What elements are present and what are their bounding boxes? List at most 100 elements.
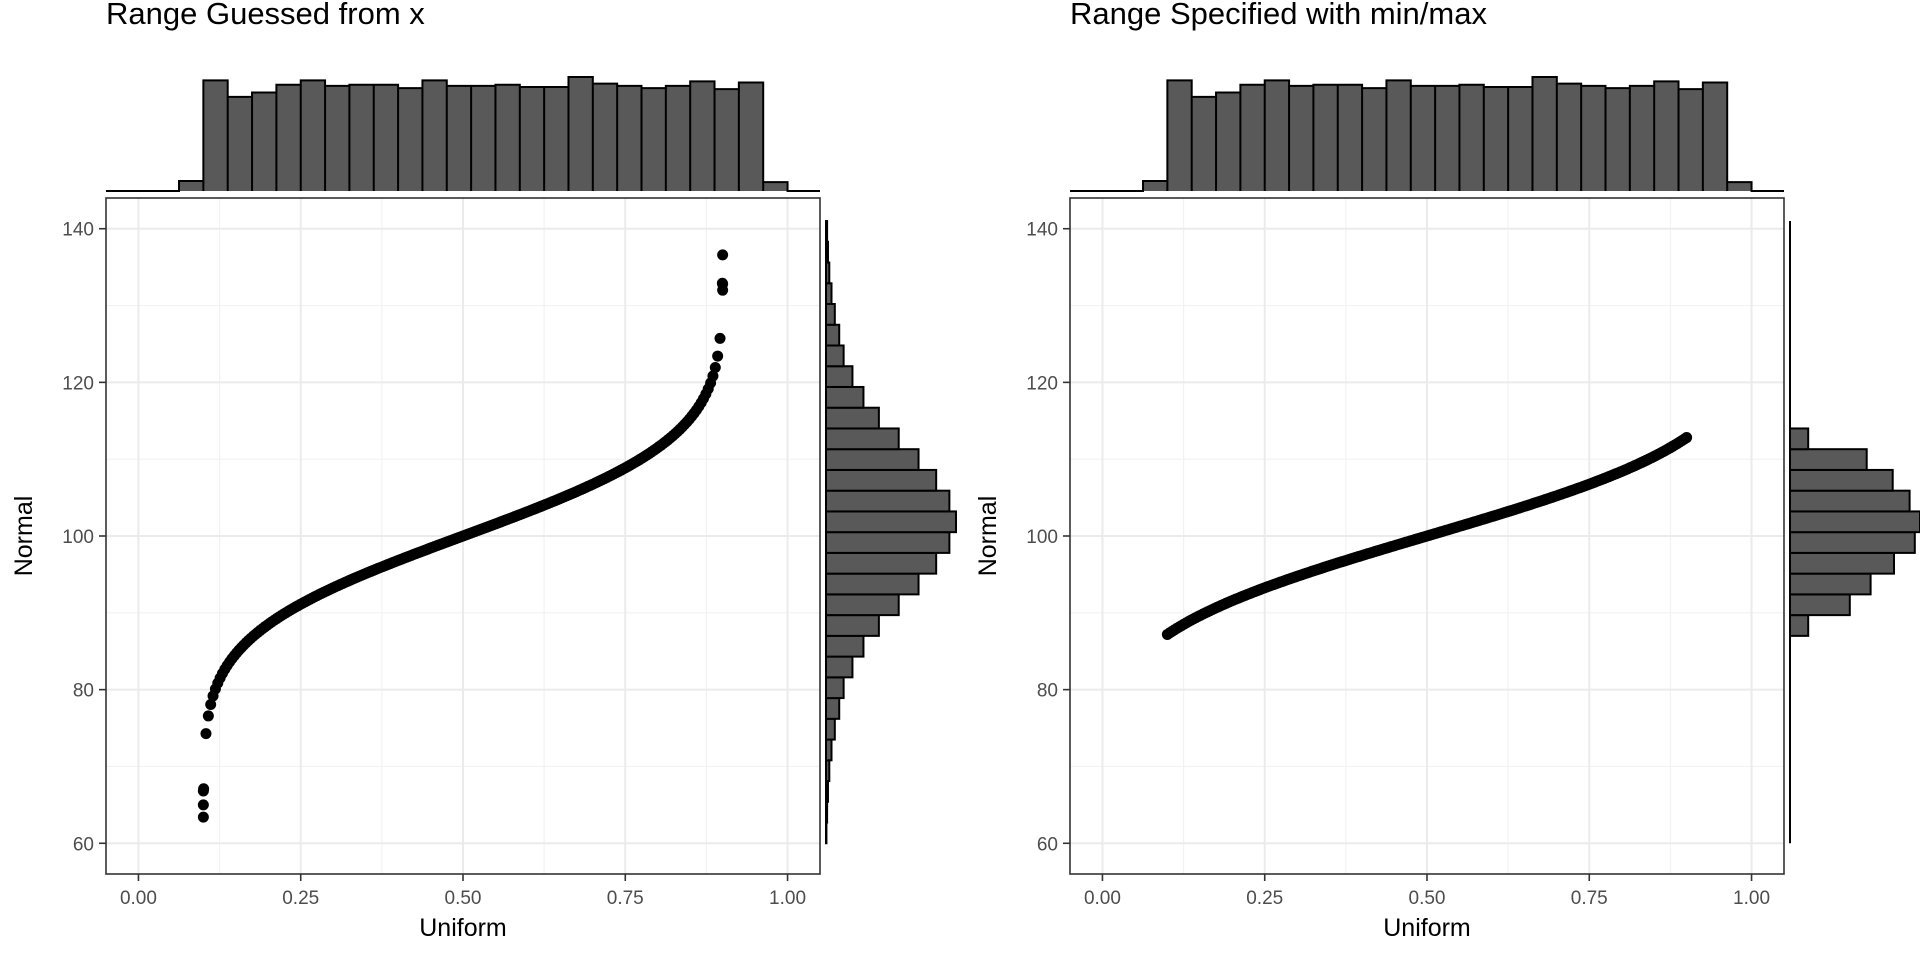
histogram-bar xyxy=(1605,88,1630,191)
histogram-bar xyxy=(325,85,350,191)
y-axis-title: Normal xyxy=(974,496,1002,577)
histogram-bar xyxy=(519,86,545,191)
chart-title: Range Guessed from x xyxy=(106,0,425,31)
histogram-bar xyxy=(300,80,326,191)
histogram-bar xyxy=(1789,551,1895,575)
histogram-bar xyxy=(825,614,880,637)
histogram-bar xyxy=(179,181,204,191)
histogram-bar xyxy=(825,593,900,617)
histogram-bar xyxy=(422,80,447,191)
histogram-bar xyxy=(349,84,374,191)
histogram-bar xyxy=(1789,489,1911,513)
x-tick-label: 0.50 xyxy=(1409,888,1446,909)
data-point xyxy=(197,785,209,797)
histogram-bar xyxy=(1264,80,1290,191)
histogram-outline xyxy=(106,76,820,192)
histogram-bar xyxy=(398,88,423,191)
histogram-bar xyxy=(1702,82,1728,191)
histogram-bar xyxy=(1313,84,1338,191)
data-point xyxy=(197,811,209,823)
histogram-bar xyxy=(1532,77,1557,191)
histogram-bar xyxy=(1789,448,1868,471)
grid xyxy=(106,198,820,874)
histogram-bar xyxy=(825,406,880,430)
histogram-bar xyxy=(1789,593,1851,617)
chart-title: Range Specified with min/max xyxy=(1070,0,1487,31)
y-tick-label: 60 xyxy=(1037,834,1058,855)
histogram-bar xyxy=(665,85,691,191)
points xyxy=(1161,432,1693,640)
marginal-y-histogram xyxy=(1789,221,1920,844)
histogram-bar xyxy=(1789,427,1810,451)
histogram-bar xyxy=(276,84,301,191)
x-tick-label: 1.00 xyxy=(769,888,806,909)
histogram-bar xyxy=(825,385,865,409)
histogram-bar xyxy=(825,551,938,575)
data-point xyxy=(202,710,214,722)
histogram-bar xyxy=(1789,468,1894,492)
histogram-bar xyxy=(1483,86,1509,191)
histogram-bar xyxy=(641,88,666,191)
x-axis-title: Uniform xyxy=(1383,914,1471,942)
x-tick-label: 0.75 xyxy=(607,888,644,909)
histogram-bar xyxy=(1581,85,1606,191)
histogram-bar xyxy=(825,717,836,741)
histogram-bar xyxy=(825,489,951,513)
histogram-bar xyxy=(825,634,865,658)
histogram-bar xyxy=(825,468,938,492)
points xyxy=(197,249,729,823)
y-tick-label: 100 xyxy=(1026,527,1058,548)
histogram-bar xyxy=(1410,85,1436,191)
y-tick-label: 100 xyxy=(62,527,94,548)
y-tick-label: 140 xyxy=(1026,220,1058,241)
histogram-bar xyxy=(1216,92,1241,191)
y-tick-label: 80 xyxy=(73,681,94,702)
histogram-bar xyxy=(617,85,642,191)
data-point xyxy=(1681,432,1693,444)
histogram-bar xyxy=(252,92,277,191)
marginal-y-histogram xyxy=(825,220,957,845)
marginal-x-histogram xyxy=(106,76,820,192)
data-point xyxy=(712,350,724,362)
histogram-bar xyxy=(738,82,764,191)
histogram-bar xyxy=(825,344,845,368)
data-point xyxy=(717,249,729,261)
histogram-bar xyxy=(1289,85,1314,191)
data-point xyxy=(714,332,726,344)
y-tick-label: 80 xyxy=(1037,681,1058,702)
histogram-bar xyxy=(825,697,841,720)
histogram-bar xyxy=(825,531,951,554)
histogram-bar xyxy=(1789,572,1872,596)
histogram-bar xyxy=(763,182,788,191)
histogram-bar xyxy=(1629,85,1655,191)
histogram-bar xyxy=(227,96,253,191)
histogram-bar xyxy=(1508,86,1533,191)
y-axis-title: Normal xyxy=(10,496,38,577)
panel-2: Range Specified with min/max 0.00 0.25 0.50… xyxy=(974,0,1920,942)
histogram-bar xyxy=(1556,83,1582,191)
histogram-outline xyxy=(1070,76,1784,192)
histogram-bar xyxy=(1789,614,1810,637)
histogram-bar xyxy=(825,365,854,388)
histogram-bar xyxy=(1337,84,1363,191)
histogram-bar xyxy=(1435,85,1460,191)
histogram-bar xyxy=(825,323,841,347)
histogram-bar xyxy=(1386,80,1411,191)
x-tick-label: 0.00 xyxy=(1084,888,1121,909)
y-tick-label: 60 xyxy=(73,834,94,855)
x-tick-label: 0.75 xyxy=(1571,888,1608,909)
histogram-bar xyxy=(825,676,845,700)
histogram-bar xyxy=(471,85,496,191)
y-tick-label: 140 xyxy=(62,220,94,241)
histogram-bar xyxy=(203,80,228,191)
histogram-bar xyxy=(1362,88,1387,191)
grid xyxy=(1070,198,1784,874)
histogram-bar xyxy=(1678,89,1703,191)
histogram-bar xyxy=(568,77,593,191)
histogram-bar xyxy=(1789,510,1920,534)
y-tick-label: 120 xyxy=(1026,373,1058,394)
x-tick-label: 1.00 xyxy=(1733,888,1770,909)
histogram-bar xyxy=(1459,84,1484,191)
histogram-bar xyxy=(714,89,739,191)
